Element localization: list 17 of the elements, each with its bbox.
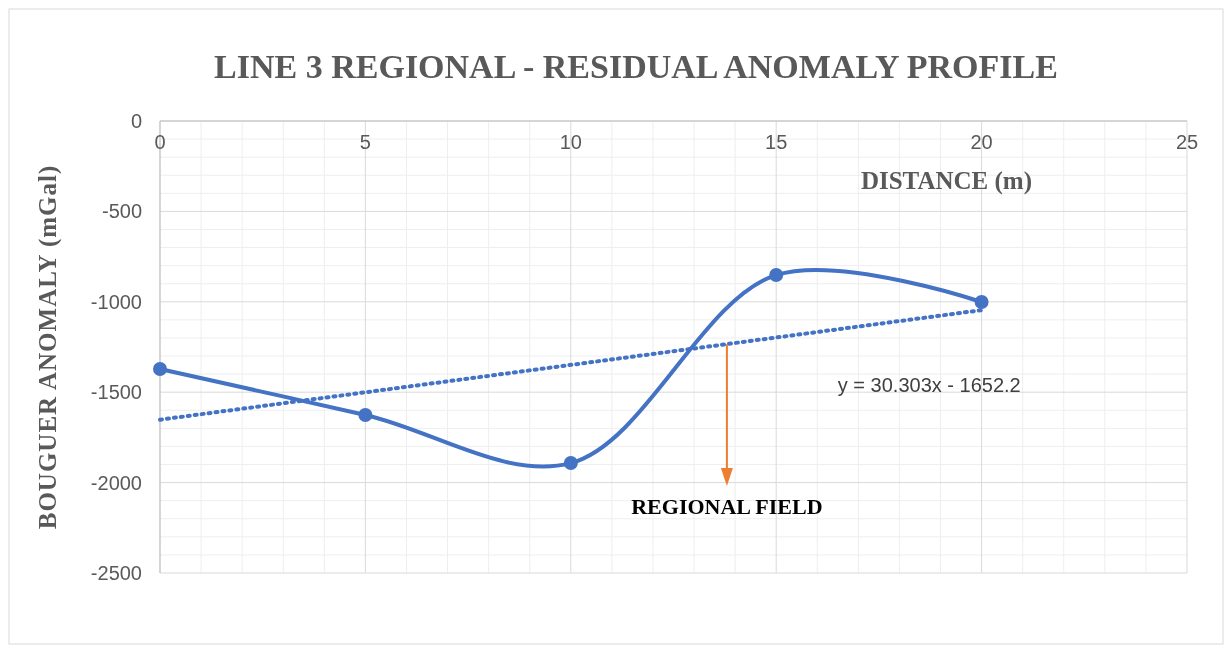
y-tick-label: -1500 [90,381,142,404]
y-axis-title: BOUGUER ANOMALY (mGal) [34,164,62,530]
y-tick-label: -2500 [90,562,142,584]
y-tick-label: -2000 [90,471,142,494]
y-tick-label: 0 [130,110,142,132]
chart-title: LINE 3 REGIONAL - RESIDUAL ANOMALY PROFILE [214,48,1058,85]
x-tick-label: 0 [154,131,166,153]
y-tick-label: -500 [101,200,142,223]
x-tick-label: 5 [359,131,371,153]
x-axis-title: DISTANCE (m) [860,167,1032,195]
x-tick-label: 10 [559,131,582,153]
y-tick-label: -1000 [90,290,142,313]
x-tick-label: 25 [1175,131,1199,153]
x-tick-label: 15 [765,131,788,153]
annotation: REGIONAL FIELD [631,494,823,520]
x-tick-label: 20 [970,131,993,153]
annotation: y = 30.303x - 1652.2 [837,374,1021,397]
